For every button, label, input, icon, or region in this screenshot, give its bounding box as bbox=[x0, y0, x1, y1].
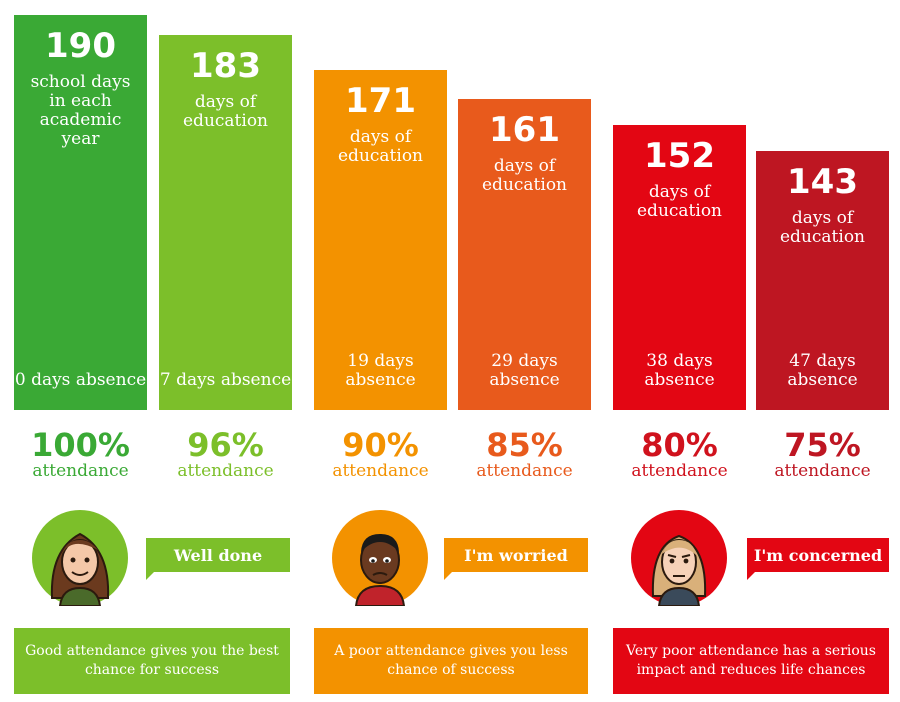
bar-absence-label: 0 days absence bbox=[14, 370, 147, 390]
smiling-girl-avatar-icon bbox=[32, 510, 128, 607]
girl-face-drawing bbox=[50, 532, 110, 607]
bar-value-label: 152 bbox=[644, 136, 715, 177]
attendance-label: attendance bbox=[32, 461, 129, 481]
speech-bubble: I'm concerned bbox=[747, 538, 889, 572]
speech-bubble: I'm worried bbox=[444, 538, 588, 572]
bar-value-label: 171 bbox=[345, 81, 416, 122]
attendance-percentage-value: 85% bbox=[486, 426, 563, 464]
message-box: A poor attendance gives you less chance … bbox=[314, 628, 588, 694]
attendance-percentage: 75% attendance bbox=[750, 428, 895, 481]
attendance-label: attendance bbox=[774, 461, 871, 481]
bar-absence-label: 7 days absence bbox=[159, 369, 292, 390]
bar-description: days of education bbox=[338, 127, 423, 167]
attendance-percentage: 90% attendance bbox=[308, 428, 453, 481]
attendance-label: attendance bbox=[631, 461, 728, 481]
bar-description: days of education bbox=[780, 208, 865, 248]
attendance-label: attendance bbox=[177, 461, 274, 481]
message-box: Very poor attendance has a serious impac… bbox=[613, 628, 889, 694]
bar-152: 152 days of education 38 days absence bbox=[613, 125, 746, 410]
attendance-percentage-value: 100% bbox=[31, 426, 130, 464]
boy-face-drawing bbox=[354, 534, 406, 607]
speech-bubble: Well done bbox=[146, 538, 290, 572]
bar-171: 171 days of education 19 days absence bbox=[314, 70, 447, 410]
bar-value-label: 161 bbox=[489, 110, 560, 151]
attendance-percentage-value: 96% bbox=[187, 426, 264, 464]
bar-description: days of education bbox=[482, 156, 567, 196]
attendance-percentage: 100% attendance bbox=[8, 428, 153, 481]
bar-161: 161 days of education 29 days absence bbox=[458, 99, 591, 410]
bar-absence-label: 47 days absence bbox=[787, 350, 858, 390]
attendance-percentage: 85% attendance bbox=[452, 428, 597, 481]
bar-value-label: 183 bbox=[190, 46, 261, 87]
worried-boy-avatar-icon bbox=[332, 510, 428, 607]
bar-absence-label: 38 days absence bbox=[644, 350, 715, 390]
bar-value-label: 143 bbox=[787, 162, 858, 203]
bar-143: 143 days of education 47 days absence bbox=[756, 151, 889, 410]
attendance-label: attendance bbox=[332, 461, 429, 481]
bar-description: days of education bbox=[183, 92, 268, 132]
attendance-percentage: 96% attendance bbox=[153, 428, 298, 481]
speech-bubble-tail bbox=[444, 570, 454, 580]
concerned-girl-avatar-icon bbox=[631, 510, 727, 607]
bar-value-label: 190 bbox=[45, 26, 116, 66]
bar-absence-label: 19 days absence bbox=[345, 350, 416, 390]
speech-bubble-tail bbox=[747, 570, 757, 580]
bar-183: 183 days of education 7 days absence bbox=[159, 35, 292, 410]
message-box: Good attendance gives you the best chanc… bbox=[14, 628, 290, 694]
attendance-label: attendance bbox=[476, 461, 573, 481]
bar-description: school days in each academic year bbox=[30, 72, 131, 149]
bar-190: 190 school days in each academic year 0 da… bbox=[14, 15, 147, 410]
attendance-percentage-value: 80% bbox=[641, 426, 718, 464]
attendance-percentage-value: 75% bbox=[784, 426, 861, 464]
bar-description: days of education bbox=[637, 182, 722, 222]
attendance-percentage: 80% attendance bbox=[607, 428, 752, 481]
bar-absence-label: 29 days absence bbox=[489, 350, 560, 390]
attendance-percentage-value: 90% bbox=[342, 426, 419, 464]
concerned-face-drawing bbox=[651, 534, 707, 607]
speech-bubble-tail bbox=[146, 570, 156, 580]
